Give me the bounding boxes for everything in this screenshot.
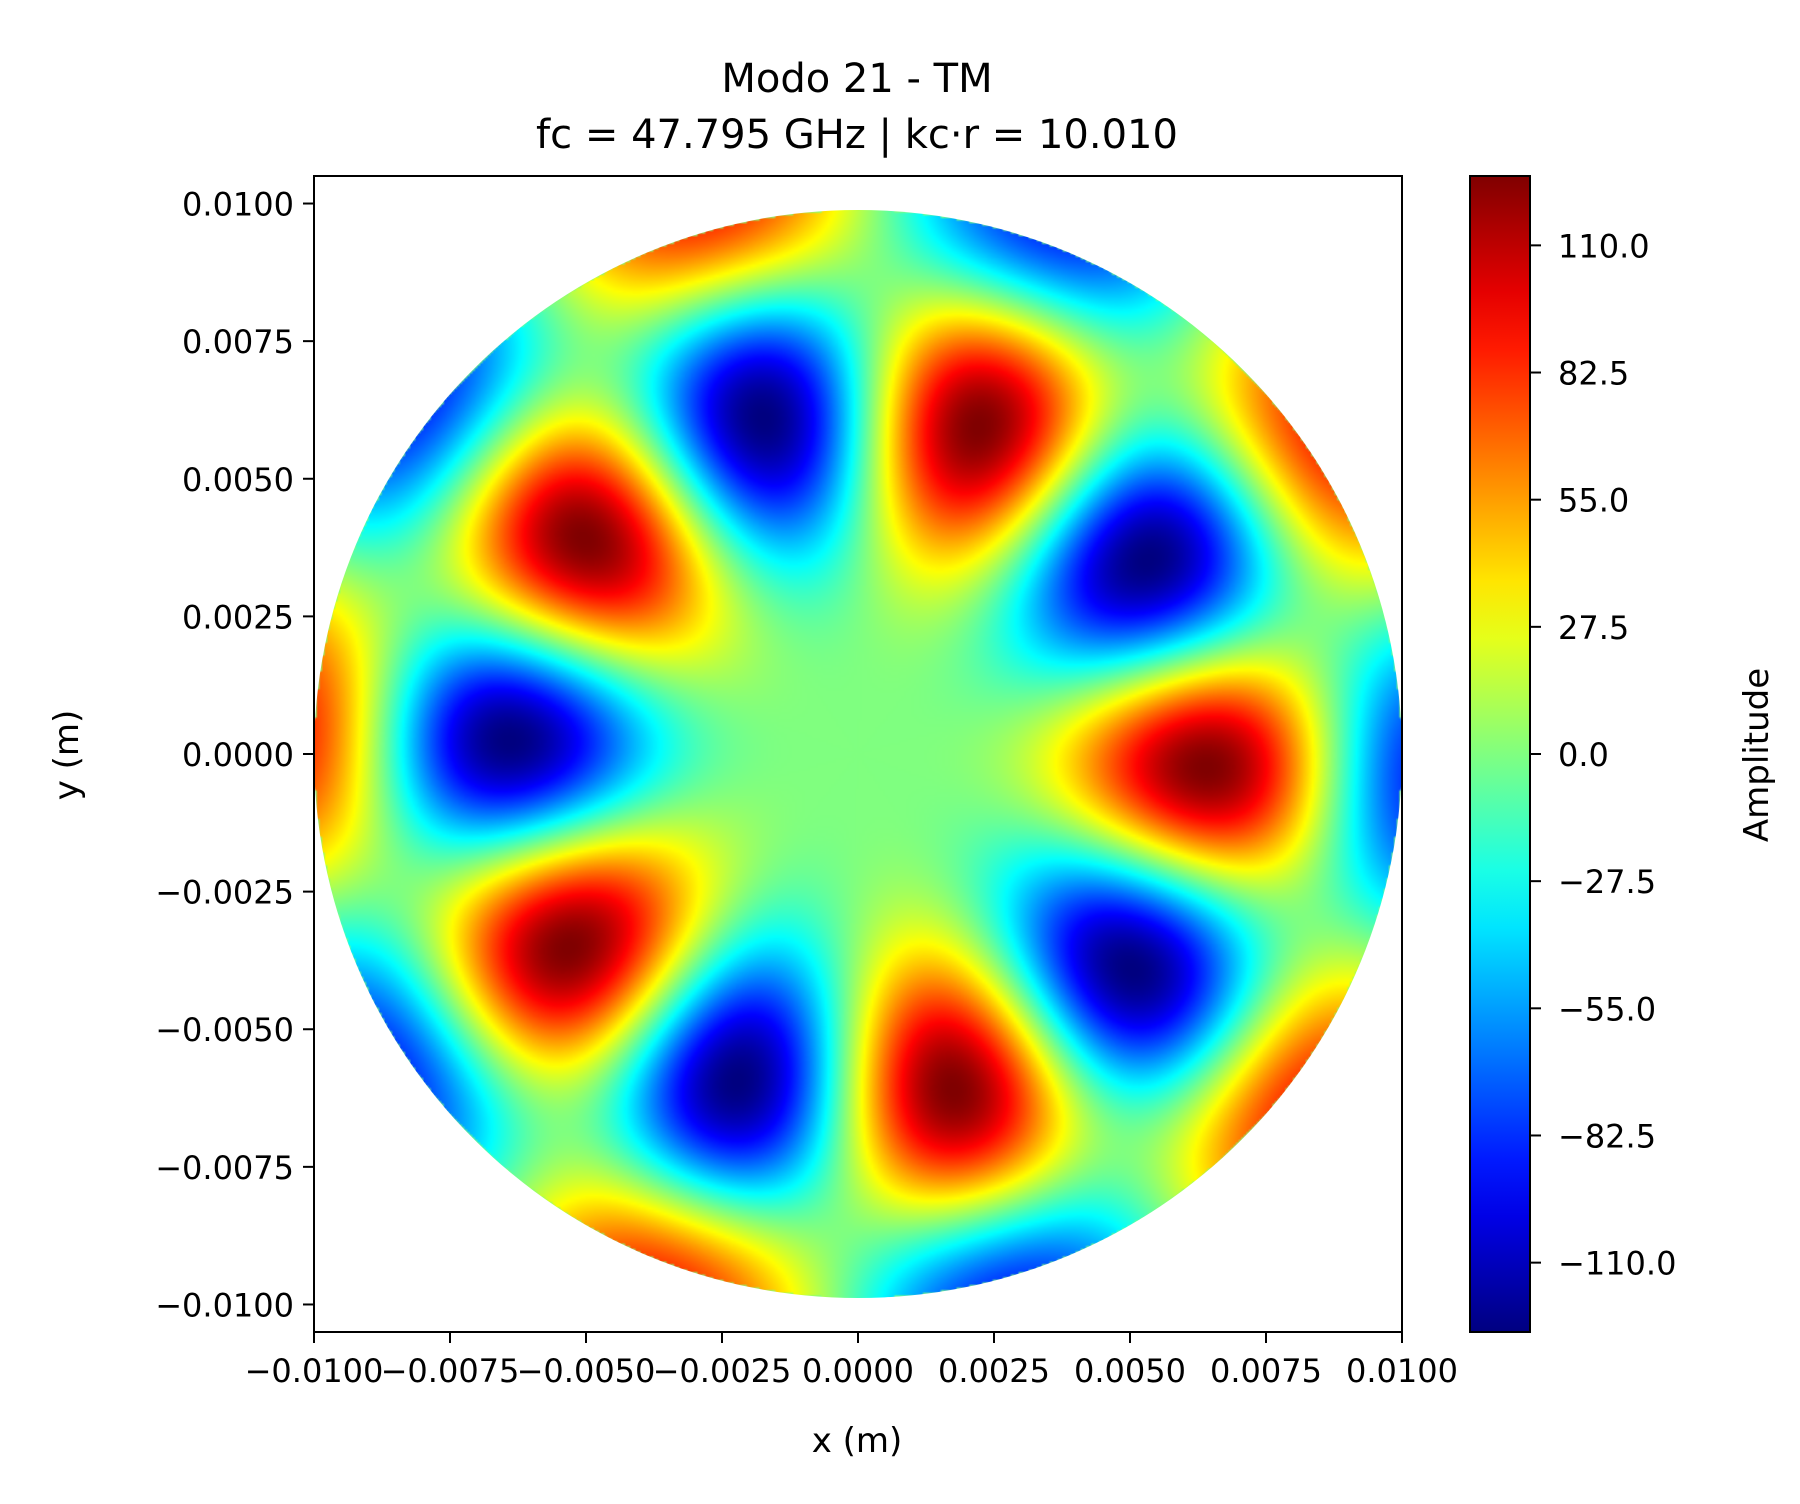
x-tick-label: 0.0100 [1346, 1352, 1458, 1390]
colorbar-tick-label: 27.5 [1558, 609, 1629, 647]
x-tick-label: −0.0100 [245, 1352, 384, 1390]
y-tick-label: 0.0025 [182, 598, 294, 636]
colorbar-label: Amplitude [1737, 668, 1777, 842]
y-tick-label: 0.0100 [182, 186, 294, 224]
y-tick-label: −0.0050 [155, 1011, 294, 1049]
x-tick-label: 0.0075 [1210, 1352, 1322, 1390]
y-axis-label: y (m) [47, 710, 87, 801]
plot-area [313, 175, 1403, 1333]
y-tick-label: 0.0050 [182, 461, 294, 499]
colorbar-tick-label: −110.0 [1558, 1245, 1676, 1283]
colorbar: 110.0 82.5 55.0 27.5 0.0 −27.5 −55.0 −82.5 −110.… [1469, 175, 1676, 1333]
chart-subtitle: fc = 47.795 GHz | kc·r = 10.010 [536, 112, 1178, 158]
y-tick-label: −0.0075 [155, 1149, 294, 1187]
y-tick-label: −0.0025 [155, 874, 294, 912]
x-tick-label: 0.0000 [802, 1352, 914, 1390]
colorbar-tick-label: −82.5 [1558, 1117, 1656, 1155]
colorbar-tick-label: −27.5 [1558, 863, 1656, 901]
colorbar-tick-label: 110.0 [1558, 227, 1650, 265]
colorbar-ticks: 110.0 82.5 55.0 27.5 0.0 −27.5 −55.0 −82.5 −110.… [1530, 227, 1676, 1283]
chart-title: Modo 21 - TM [721, 56, 992, 102]
x-tick-label: −0.0050 [517, 1352, 656, 1390]
x-tick-label: −0.0075 [381, 1352, 520, 1390]
y-axis-ticks: 0.0100 0.0075 0.0050 0.0025 0.0000 −0.0025 −0.… [155, 186, 314, 1324]
colorbar-gradient [1469, 175, 1531, 1333]
y-tick-label: 0.0000 [182, 736, 294, 774]
colorbar-tick-label: 82.5 [1558, 355, 1629, 393]
y-tick-label: −0.0100 [155, 1286, 294, 1324]
field-heatmap [314, 210, 1402, 1298]
x-tick-label: 0.0025 [938, 1352, 1050, 1390]
colorbar-tick-label: 55.0 [1558, 482, 1629, 520]
y-tick-label: 0.0075 [182, 323, 294, 361]
colorbar-tick-label: 0.0 [1558, 736, 1609, 774]
x-axis-label: x (m) [812, 1421, 903, 1461]
x-tick-label: 0.0050 [1074, 1352, 1186, 1390]
x-axis-ticks: −0.0100−0.0075−0.0050−0.0025 0.0000 0.0025… [245, 1332, 1458, 1390]
x-tick-label: −0.0025 [653, 1352, 792, 1390]
colorbar-tick-label: −55.0 [1558, 990, 1656, 1028]
